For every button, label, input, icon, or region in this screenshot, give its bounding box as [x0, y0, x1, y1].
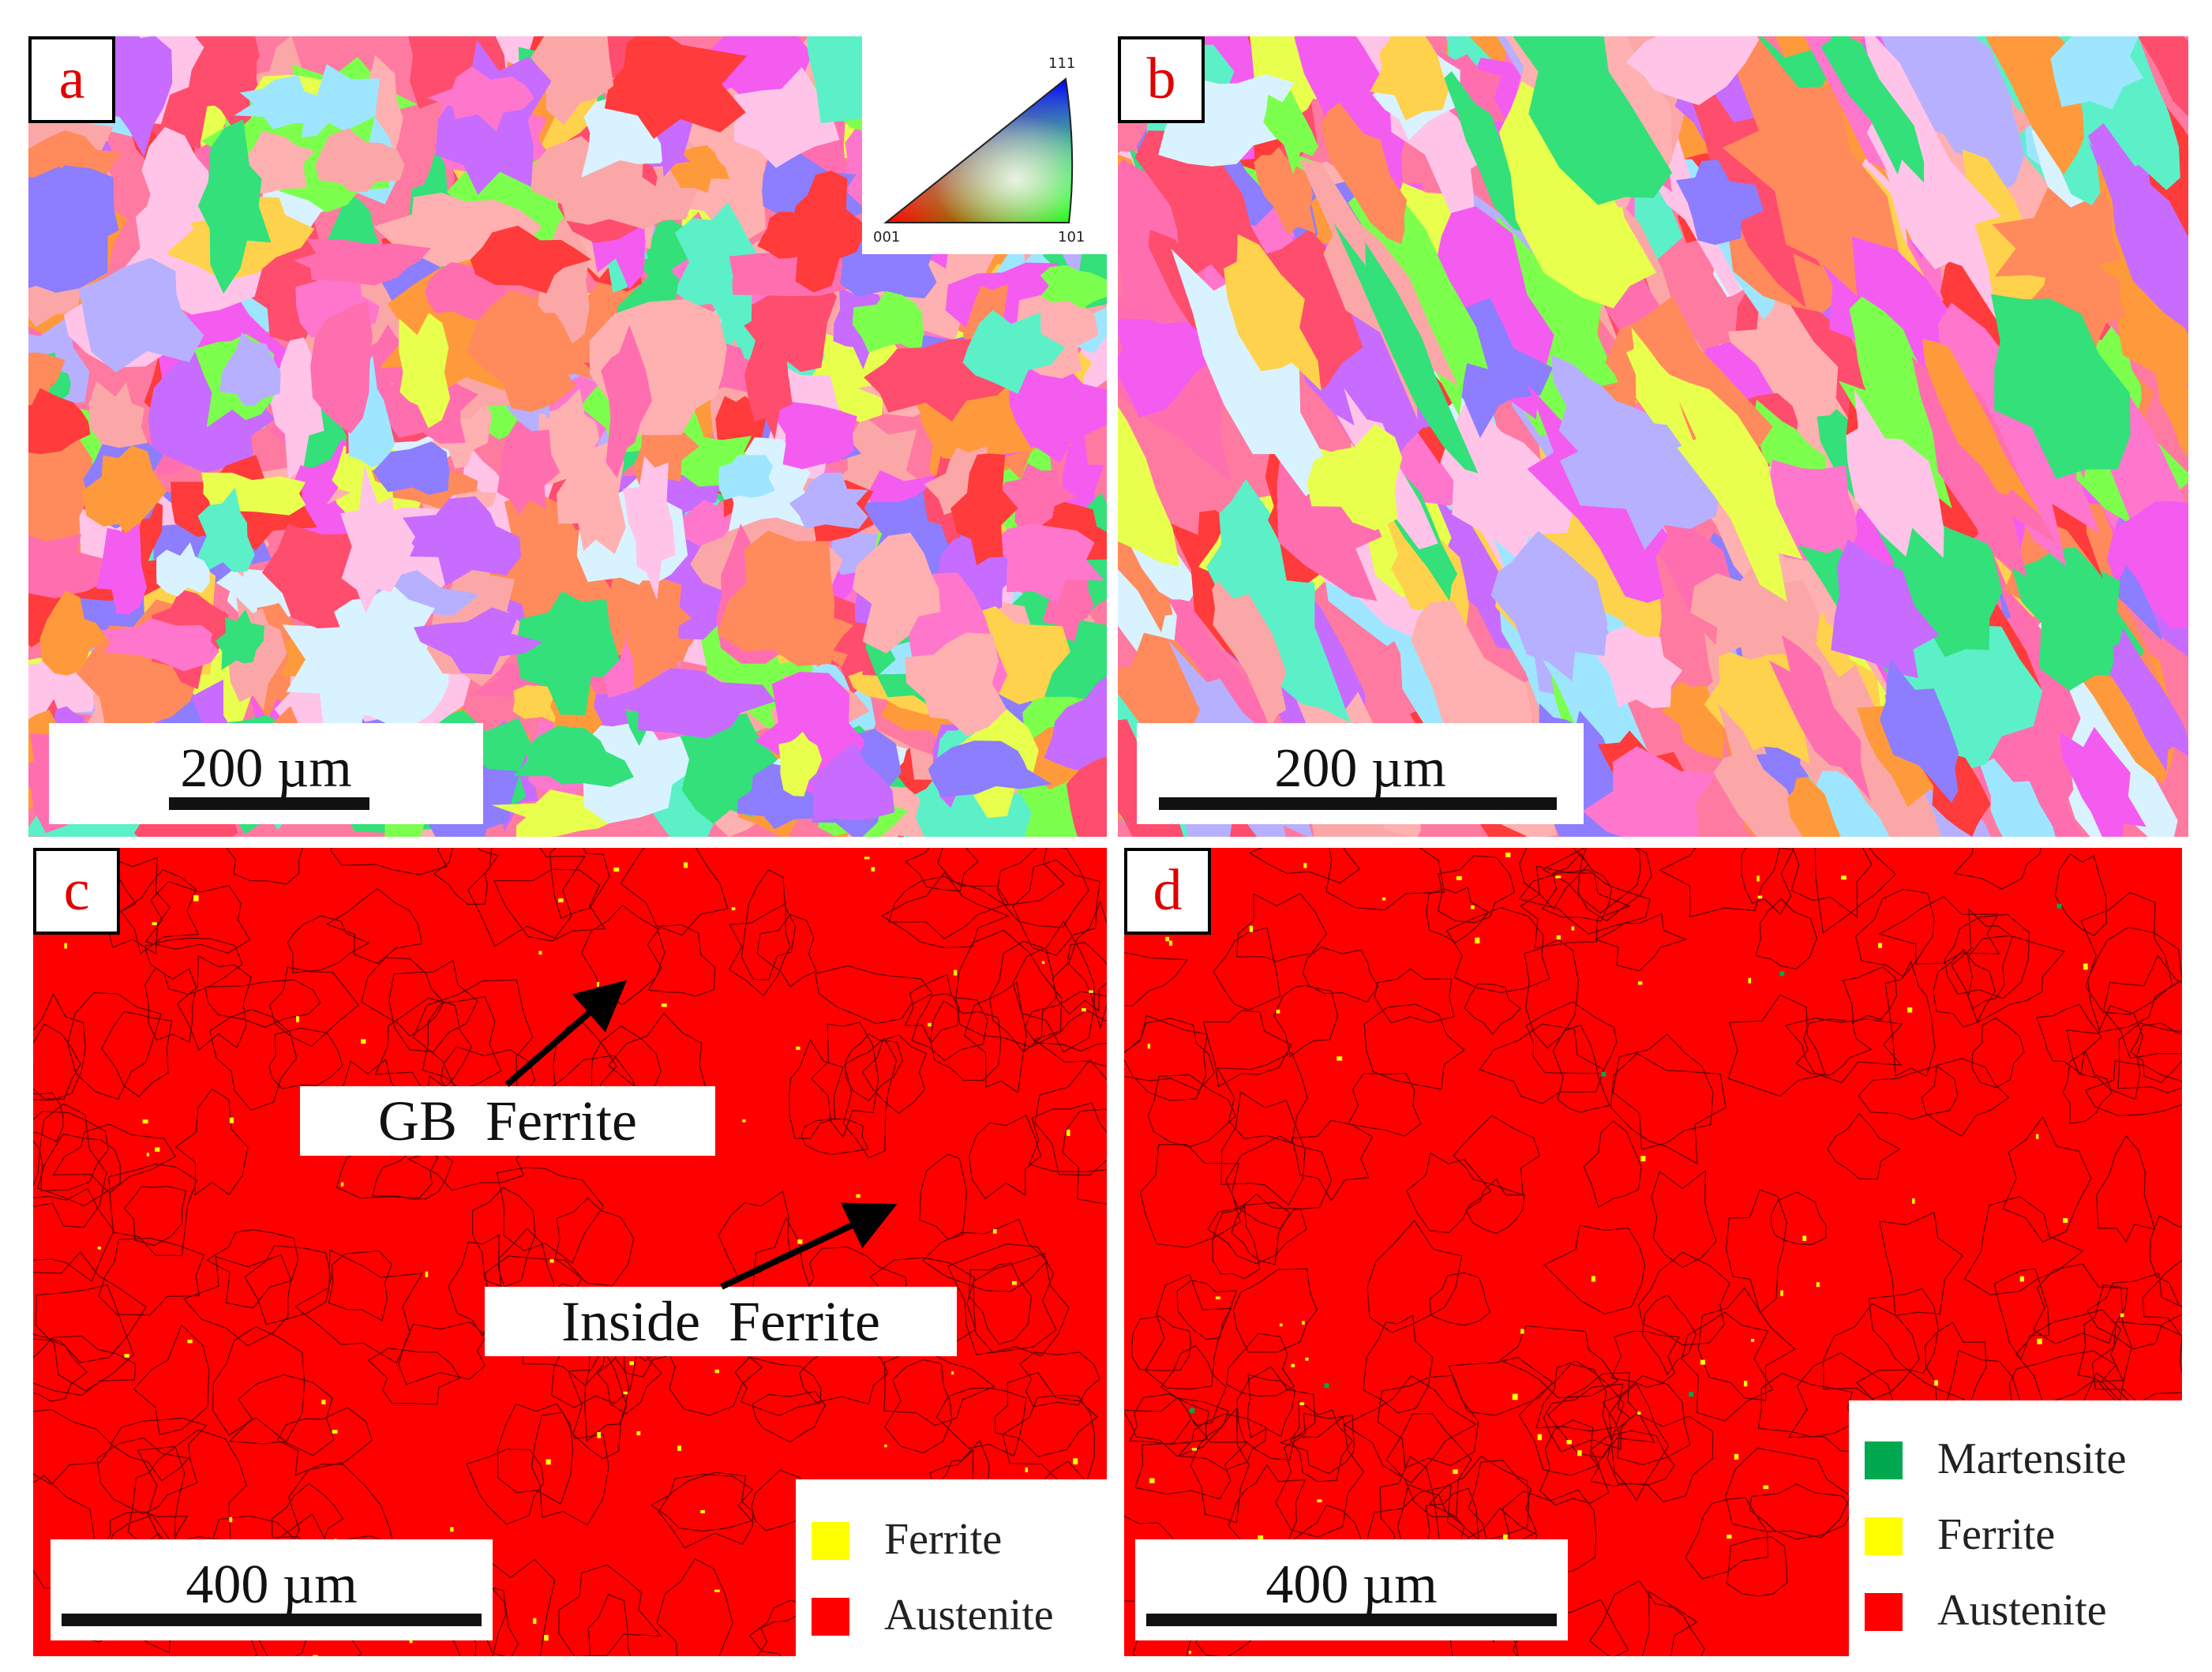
ipf-grain-map-b: [1118, 36, 2188, 837]
scale-label-c: 400 µm: [186, 1554, 358, 1615]
legend-label-martensite: Martensite: [1937, 1434, 2127, 1483]
panel-d-phase-map: d Martensite Ferrite Austenite 400 µm: [1124, 848, 2182, 1656]
scale-bar-b: 200 µm: [1137, 723, 1584, 824]
ipf-label-001: 001: [873, 229, 901, 246]
panel-c-phase-map: c GB Ferrite Inside Ferrite Ferrite Aust…: [33, 848, 1107, 1656]
gb-ferrite-label: GB Ferrite: [300, 1086, 715, 1156]
scale-label-d: 400 µm: [1265, 1554, 1438, 1615]
ipf-grain-map-a: [28, 36, 1107, 837]
scale-line-c: [62, 1614, 482, 1626]
ipf-label-101: 101: [1058, 229, 1085, 246]
inside-ferrite-label: Inside Ferrite: [485, 1287, 957, 1356]
legend-label-austenite: Austenite: [884, 1591, 1054, 1640]
ipf-triangle-icon: [883, 77, 1074, 223]
scale-bar-a: 200 µm: [49, 723, 483, 824]
ipf-color-key: 111 001 101: [862, 36, 1107, 254]
panel-letter-d: d: [1124, 848, 1211, 935]
legend-label-austenite-d: Austenite: [1937, 1586, 2107, 1635]
scale-line-b: [1159, 797, 1557, 810]
scale-bar-d: 400 µm: [1135, 1539, 1568, 1640]
ipf-label-111: 111: [1048, 55, 1076, 72]
legend-c: Ferrite Austenite: [796, 1479, 1107, 1656]
panel-letter-c: c: [33, 848, 120, 935]
legend-label-ferrite-d: Ferrite: [1937, 1510, 2056, 1559]
austenite-swatch: [1865, 1593, 1903, 1631]
panel-letter-a: a: [28, 36, 115, 123]
scale-line-a: [169, 797, 369, 810]
scale-label-b: 200 µm: [1274, 738, 1446, 799]
ferrite-swatch: [1865, 1517, 1903, 1555]
scale-bar-c: 400 µm: [51, 1539, 493, 1640]
ferrite-swatch: [812, 1522, 849, 1560]
scale-label-a: 200 µm: [180, 738, 352, 799]
legend-d: Martensite Ferrite Austenite: [1849, 1400, 2182, 1656]
scale-line-d: [1146, 1614, 1557, 1626]
panel-a-ipf-map: a 111 001 101: [28, 36, 1107, 837]
panel-b-ipf-map: b 200 µm: [1118, 36, 2188, 837]
martensite-swatch: [1865, 1441, 1903, 1479]
legend-label-ferrite: Ferrite: [884, 1515, 1003, 1564]
panel-letter-b: b: [1118, 36, 1205, 123]
austenite-swatch: [812, 1598, 849, 1636]
